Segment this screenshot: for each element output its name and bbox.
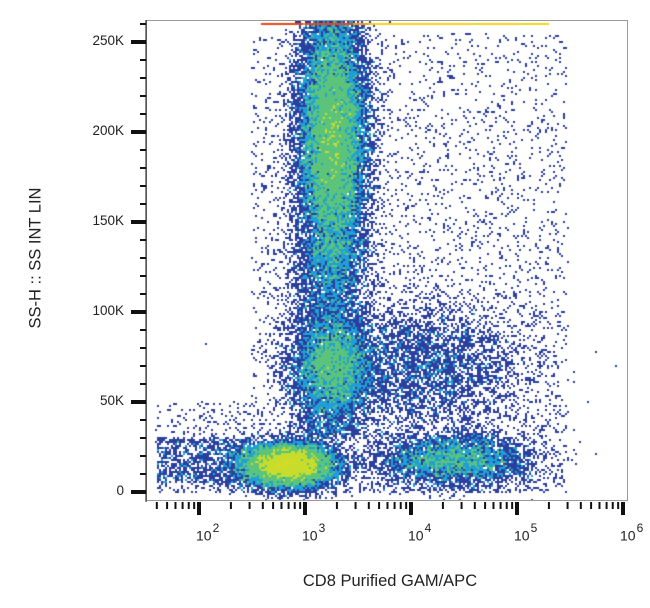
x-tick-label: 103 — [302, 521, 326, 544]
x-tick-label: 102 — [196, 521, 220, 544]
y-tick-label: 50K — [99, 393, 124, 408]
y-tick-label: 200K — [92, 123, 124, 138]
y-tick-label: 100K — [92, 303, 124, 318]
y-tick-label: 250K — [92, 33, 124, 48]
density-dot-plot — [147, 21, 627, 500]
y-tick-label: 0 — [116, 483, 124, 498]
x-tick-label: 106 — [620, 521, 644, 544]
x-tick-label: 105 — [514, 521, 538, 544]
y-axis-title: SS-H :: SS INT LIN — [26, 187, 45, 329]
x-axis-title: CD8 Purified GAM/APC — [302, 572, 478, 590]
y-tick-label: 150K — [92, 213, 124, 228]
x-tick-label: 104 — [408, 521, 432, 544]
